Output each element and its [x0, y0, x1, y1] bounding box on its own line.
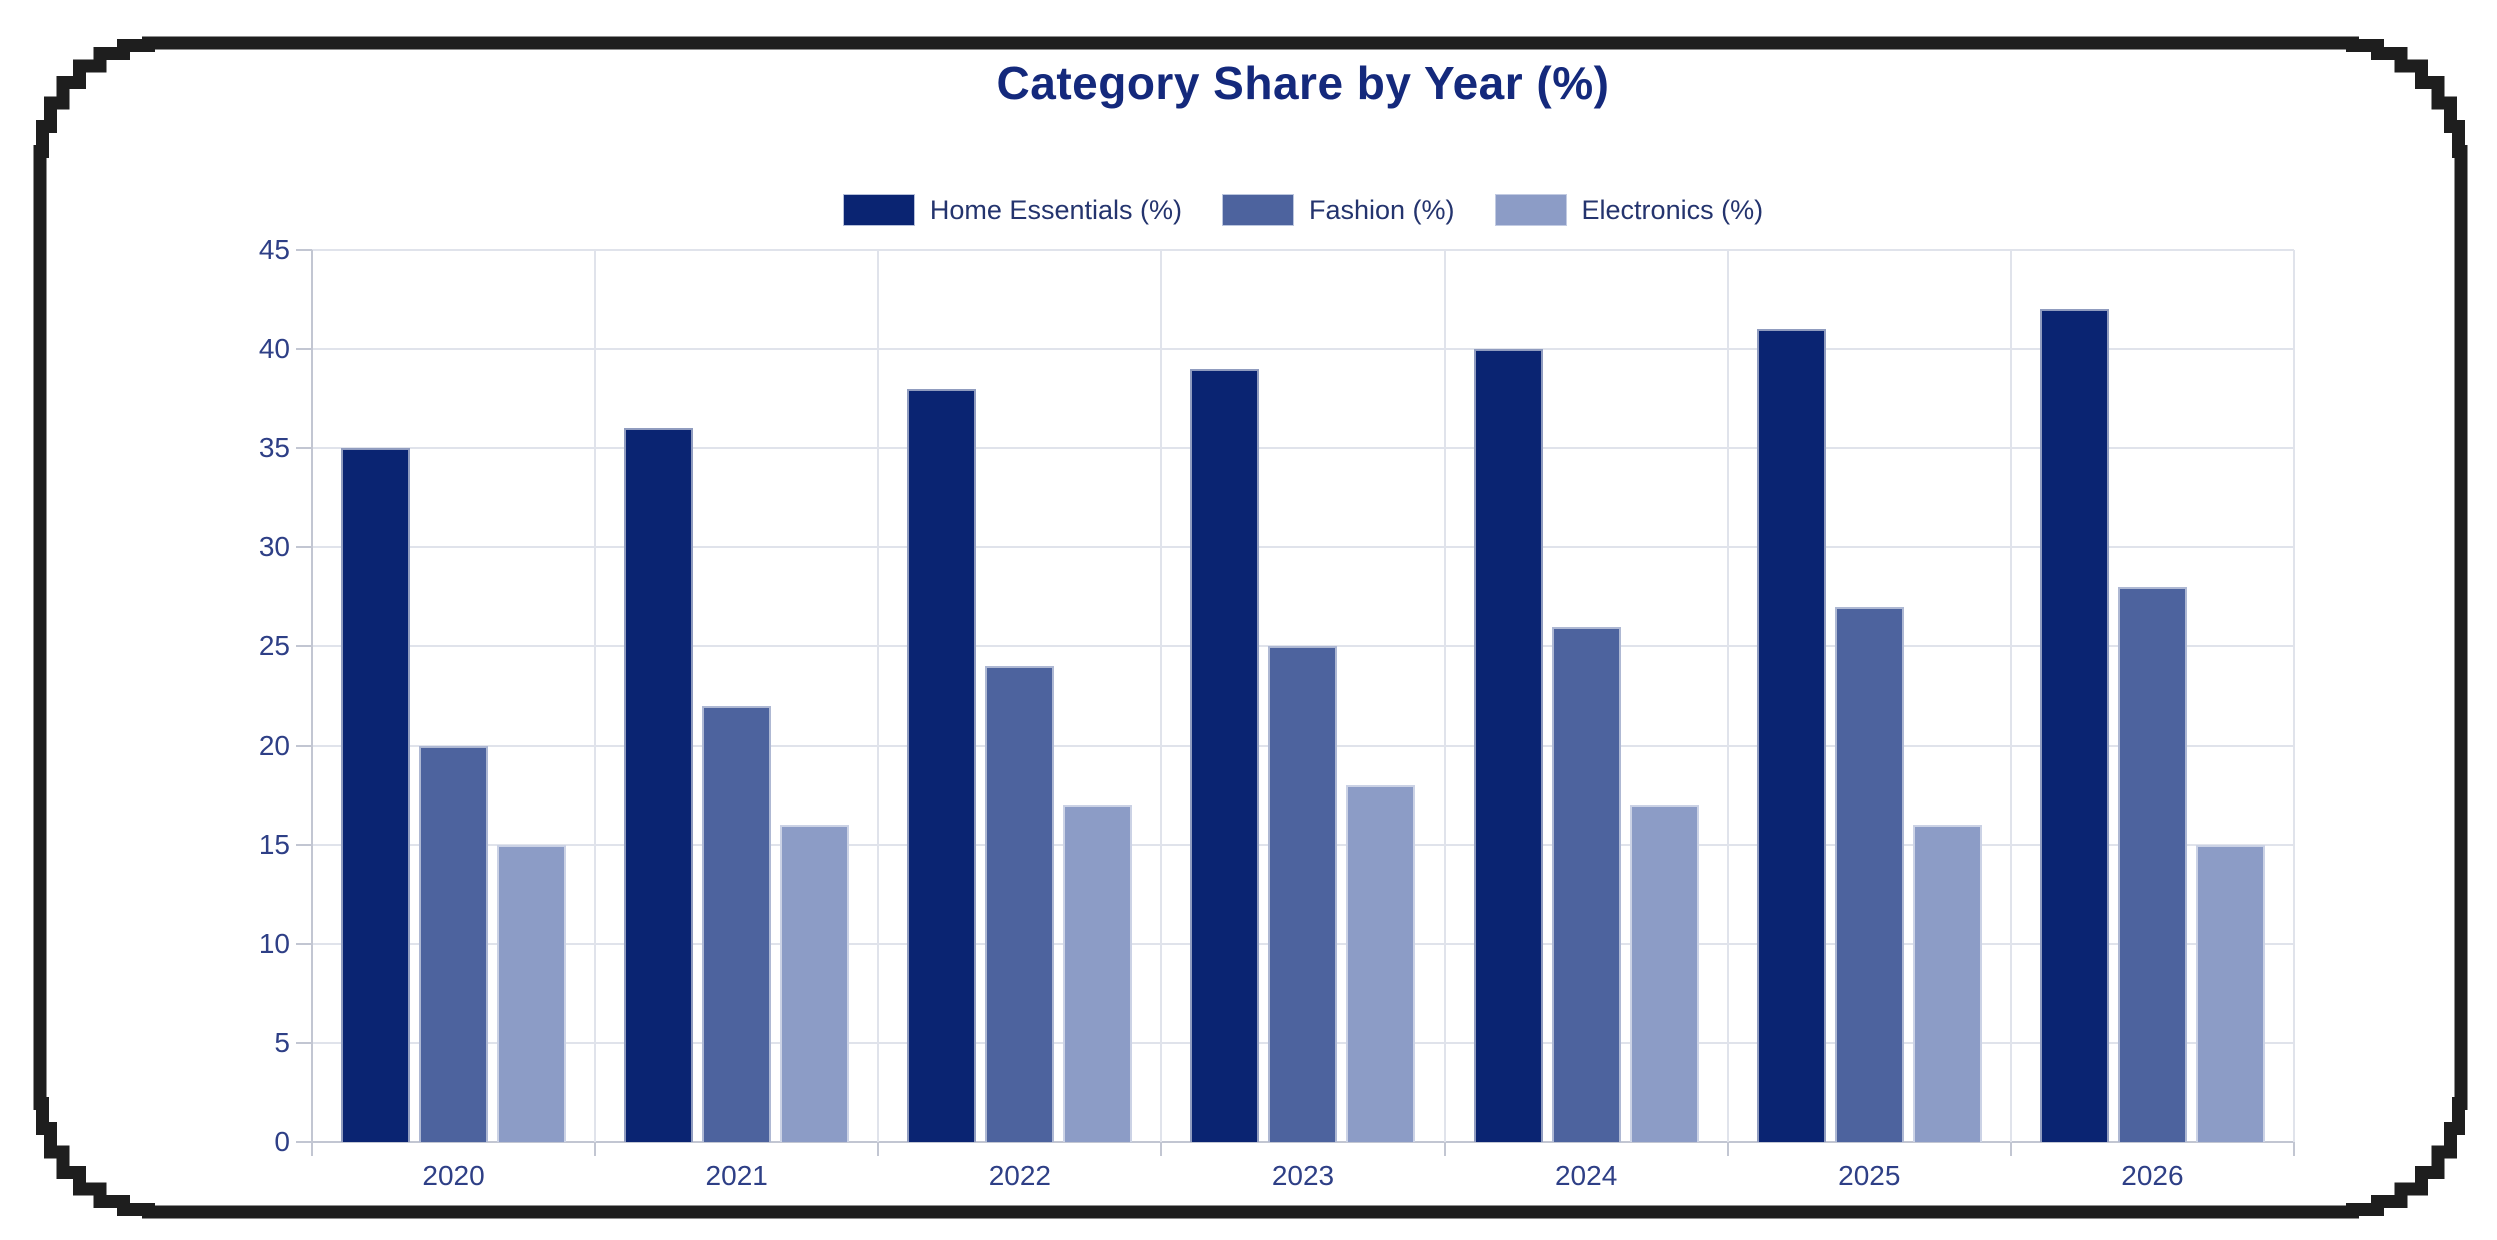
y-axis-tick-mark: [296, 843, 312, 846]
y-axis-tick-mark: [296, 249, 312, 251]
y-axis-tick-mark: [296, 1141, 312, 1143]
gridline-horizontal: [312, 645, 2294, 648]
y-axis-tick-label: 10: [258, 927, 290, 959]
bar-home-essentials-2024: [1473, 349, 1543, 1142]
legend-item-home-essentials[interactable]: Home Essentials (%): [842, 194, 1182, 226]
bar-electronics-2025: [1912, 824, 1982, 1142]
legend-label: Electronics (%): [1581, 194, 1764, 225]
gridline-horizontal: [312, 249, 2294, 251]
bar-home-essentials-2022: [907, 388, 977, 1142]
x-axis-tick-label: 2024: [1554, 1160, 1618, 1191]
y-axis-tick-label: 40: [258, 333, 290, 365]
legend-label: Home Essentials (%): [929, 194, 1182, 225]
bar-group-2021: [595, 250, 878, 1142]
bar-home-essentials-2021: [624, 428, 694, 1142]
x-axis-tick-mark: [2009, 1142, 2012, 1156]
gridline-vertical: [1726, 250, 1729, 1142]
gridline-vertical: [1160, 250, 1163, 1142]
bar-group-2023: [1161, 250, 1444, 1142]
bar-group-2022: [878, 250, 1161, 1142]
bar-electronics-2023: [1346, 785, 1416, 1142]
bar-fashion-2021: [702, 705, 772, 1142]
bar-fashion-2026: [2117, 586, 2187, 1142]
x-axis-tick-mark: [2293, 1142, 2295, 1156]
bar-home-essentials-2020: [341, 448, 411, 1142]
gridline-vertical: [2293, 250, 2295, 1142]
bar-group-2026: [2011, 250, 2294, 1142]
bar-electronics-2024: [1629, 805, 1699, 1142]
bar-fashion-2020: [419, 745, 489, 1142]
bar-fashion-2025: [1834, 606, 1904, 1142]
gridline-horizontal: [312, 348, 2294, 351]
chart-title: Category Share by Year (%): [996, 57, 1610, 109]
y-axis-tick-mark: [296, 447, 312, 450]
bar-home-essentials-2023: [1190, 368, 1260, 1142]
bar-fashion-2022: [985, 666, 1055, 1142]
bar-home-essentials-2026: [2039, 309, 2109, 1142]
gridline-vertical: [2009, 250, 2012, 1142]
x-axis-tick-mark: [594, 1142, 597, 1156]
y-axis-tick-mark: [296, 645, 312, 648]
plot-area: [296, 249, 2295, 1156]
x-axis-tick-label: 2020: [422, 1160, 485, 1191]
y-axis-tick-mark: [296, 942, 312, 945]
x-axis-tick-mark: [311, 1142, 313, 1156]
y-axis-tick-mark: [296, 1041, 312, 1044]
x-axis-tick-mark: [1443, 1142, 1446, 1156]
legend-item-fashion[interactable]: Fashion (%): [1221, 194, 1455, 226]
legend-label: Fashion (%): [1308, 194, 1455, 225]
bar-group-2020: [312, 250, 595, 1142]
legend-swatch-icon: [1221, 194, 1294, 226]
x-axis-tick-label: 2022: [988, 1160, 1051, 1191]
x-axis-tick-label: 2025: [1838, 1160, 1901, 1191]
gridline-vertical: [594, 250, 597, 1142]
y-axis-tick-label: 25: [258, 630, 290, 662]
bar-group-2025: [1728, 250, 2011, 1142]
x-axis-tick-label: 2023: [1271, 1160, 1335, 1191]
legend-item-electronics[interactable]: Electronics (%): [1494, 194, 1764, 226]
x-axis-tick-label: 2021: [705, 1160, 768, 1191]
legend-swatch-icon: [842, 194, 915, 226]
y-axis-tick-label: 30: [258, 531, 290, 563]
y-axis-tick-label: 0: [274, 1126, 290, 1157]
y-axis-tick-mark: [296, 546, 312, 549]
y-axis-tick-label: 5: [274, 1026, 290, 1058]
y-axis-tick-mark: [296, 348, 312, 351]
y-axis-tick-label: 45: [258, 234, 290, 265]
bar-electronics-2026: [2195, 844, 2265, 1142]
bar-fashion-2023: [1268, 646, 1338, 1142]
bar-fashion-2024: [1551, 626, 1621, 1142]
legend-swatch-icon: [1494, 194, 1567, 226]
y-axis-tick-label: 20: [258, 729, 290, 761]
y-axis-tick-label: 35: [258, 432, 290, 464]
bar-home-essentials-2025: [1756, 329, 1826, 1142]
gridline-horizontal: [312, 546, 2294, 549]
y-axis-line: [311, 250, 313, 1142]
chart-legend: Home Essentials (%) Fashion (%) Electronic…: [312, 194, 2294, 226]
x-axis-tick-mark: [1160, 1142, 1163, 1156]
bar-group-2024: [1445, 250, 1728, 1142]
gridline-vertical: [1443, 250, 1446, 1142]
bar-electronics-2020: [497, 844, 567, 1142]
gridline-vertical: [877, 250, 880, 1142]
x-axis-tick-mark: [877, 1142, 880, 1156]
x-axis-tick-label: 2026: [2121, 1160, 2184, 1191]
bar-electronics-2022: [1063, 805, 1133, 1142]
y-axis-tick-mark: [296, 744, 312, 747]
x-axis-tick-mark: [1726, 1142, 1729, 1156]
gridline-horizontal: [312, 1141, 2294, 1143]
gridline-horizontal: [312, 447, 2294, 450]
bar-electronics-2021: [780, 824, 850, 1142]
y-axis-tick-label: 15: [258, 828, 290, 860]
